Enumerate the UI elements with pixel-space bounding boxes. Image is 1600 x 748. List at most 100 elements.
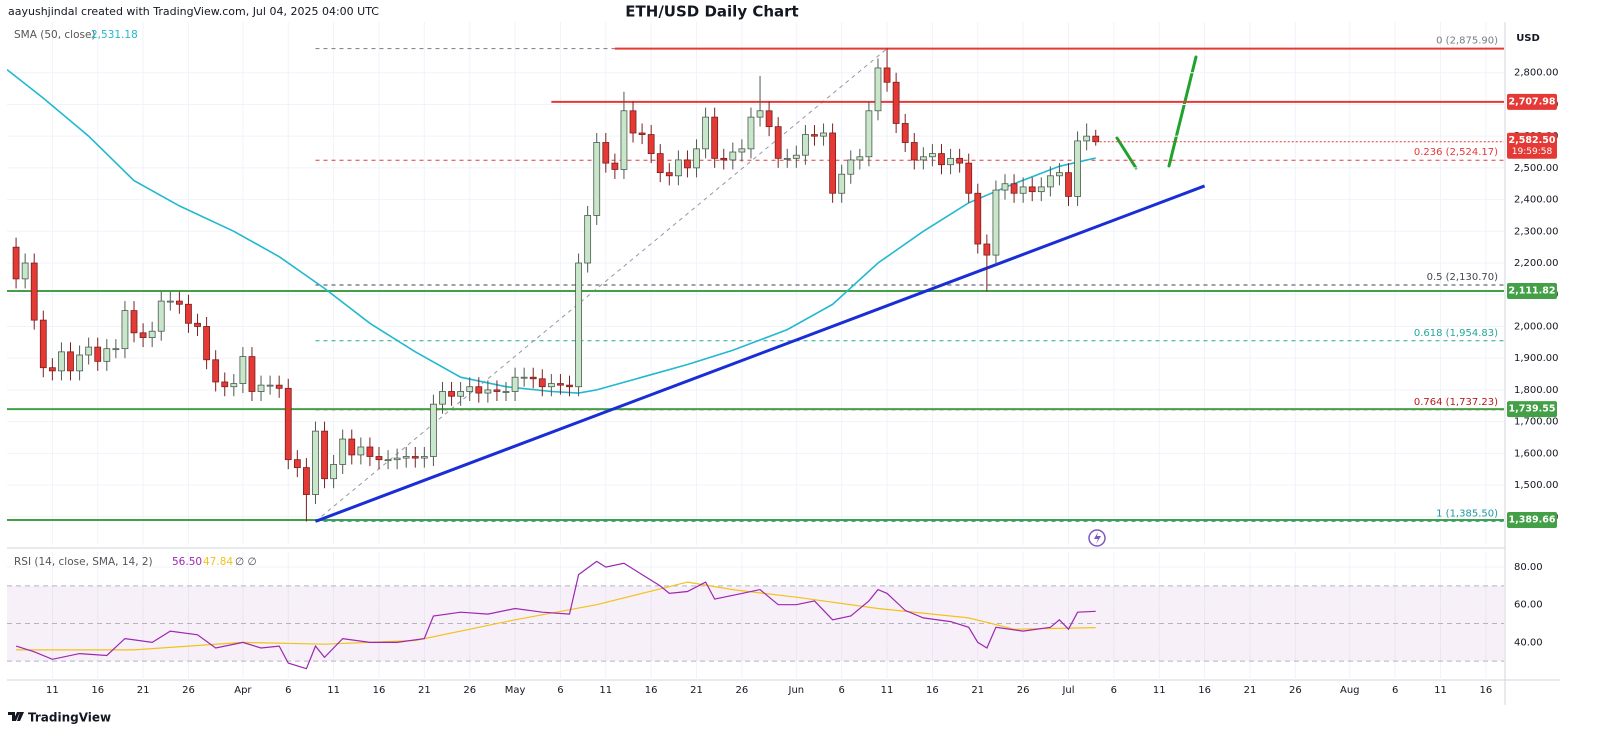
candle-body (148, 330, 156, 338)
x-tick-label: 11 (46, 685, 59, 696)
candle-body (738, 148, 746, 153)
candle-body (130, 310, 138, 334)
candle-body (212, 359, 220, 383)
icon-bolt (1094, 532, 1101, 544)
x-tick-label: 21 (1244, 685, 1257, 696)
candle-body (620, 110, 628, 170)
candle-body (48, 367, 56, 372)
candle-body (792, 154, 800, 159)
rsi-pane (7, 552, 1504, 680)
level-box (1507, 93, 1557, 110)
candle-body (94, 346, 102, 362)
x-tick-label: 11 (1153, 685, 1166, 696)
rsi-tick-label: 40.00 (1514, 637, 1543, 648)
event-icon (1088, 529, 1106, 547)
candle-body (112, 348, 120, 351)
candle-body (938, 153, 945, 166)
candle-body (21, 262, 29, 280)
candle-body (76, 354, 83, 372)
candle-body (366, 446, 374, 457)
candle-body (357, 446, 365, 456)
x-tick-label: 21 (418, 685, 431, 696)
rsi-tick-label: 60.00 (1514, 600, 1543, 611)
rsi-legend-value: 56.50 (172, 556, 202, 568)
level-label: 2,111.82 (1509, 285, 1556, 296)
candle-body (638, 132, 646, 135)
candle-body (12, 246, 20, 280)
candle-body (493, 389, 501, 392)
candle-body (457, 391, 465, 397)
forecast-arrows (1115, 55, 1198, 170)
y-tick-label: 1,700.00 (1514, 417, 1559, 428)
candle-body (647, 134, 655, 155)
sma-legend-value: 2,531.18 (91, 29, 138, 41)
level-label: 1,389.66 (1509, 515, 1556, 526)
fib-label: 0 (2,875.90) (1436, 36, 1498, 47)
candle-body (747, 116, 755, 150)
candle-body (1001, 183, 1009, 191)
arrow-down (1115, 136, 1138, 170)
candle-body (566, 384, 573, 388)
currency: USD (1516, 33, 1540, 44)
candle-body (312, 430, 319, 495)
candle-body (684, 159, 691, 169)
candle-body (1037, 186, 1045, 193)
x-tick-label: May (505, 685, 526, 696)
candle-body (293, 459, 301, 469)
candle-body (774, 126, 782, 159)
candle-body (239, 356, 247, 384)
fib-diagonal (315, 48, 888, 522)
candle-body (693, 148, 700, 169)
x-tick-label: Jun (788, 685, 805, 696)
candle-body (303, 467, 310, 495)
x-tick-label: 26 (463, 685, 476, 696)
candle-body (194, 322, 201, 327)
candle-body (729, 151, 737, 161)
x-tick-label: 21 (137, 685, 150, 696)
candle-body (185, 303, 192, 324)
x-tick-label: 16 (373, 685, 386, 696)
x-tick-label: 26 (1017, 685, 1030, 696)
y-tick-label: 2,300.00 (1514, 226, 1559, 237)
candle-body (1074, 140, 1081, 197)
candle-body (892, 81, 900, 124)
candle-body (348, 438, 356, 456)
x-tick-label: 21 (971, 685, 984, 696)
candle-body (602, 142, 610, 164)
candle-body (1065, 172, 1072, 197)
candle-body (874, 67, 882, 112)
x-tick-label: 6 (1111, 685, 1117, 696)
y-tick-label: 2,200.00 (1514, 258, 1559, 269)
x-tick-label: 11 (599, 685, 612, 696)
candle-body (230, 383, 238, 388)
brand: TradingView (8, 711, 111, 725)
candle-body (175, 300, 183, 305)
x-tick-label: 16 (1198, 685, 1211, 696)
candle-body (520, 376, 528, 379)
x-tick-label: 26 (182, 685, 195, 696)
candle-body (538, 378, 546, 388)
y-tick-label: 1,800.00 (1514, 385, 1559, 396)
x-tick-label: 16 (926, 685, 939, 696)
sma-line (7, 68, 1096, 394)
last-price-box (1507, 132, 1557, 159)
candle-body (257, 384, 265, 392)
candle-body (511, 376, 519, 392)
candle-body (720, 157, 728, 161)
price-pane (7, 22, 1504, 545)
sma-legend: SMA (50, close) (14, 29, 96, 41)
candle-body (665, 172, 673, 177)
fib-label: 0.5 (2,130.70) (1427, 272, 1499, 283)
y-tick-label: 2,000.00 (1514, 321, 1559, 332)
candle-body (393, 457, 401, 461)
x-tick-label: Jul (1061, 685, 1074, 696)
candle-body (584, 215, 592, 264)
fib-label: 0.618 (1,954.83) (1414, 328, 1498, 339)
candle-body (103, 348, 111, 362)
level-label: 1,739.55 (1509, 404, 1556, 415)
chart-title: ETH/USD Daily Chart (625, 3, 798, 21)
candle-body (502, 391, 510, 393)
fib-label: 0.236 (2,524.17) (1414, 147, 1498, 158)
y-tick-label: 2,800.00 (1514, 68, 1559, 79)
x-tick-label: 11 (327, 685, 340, 696)
